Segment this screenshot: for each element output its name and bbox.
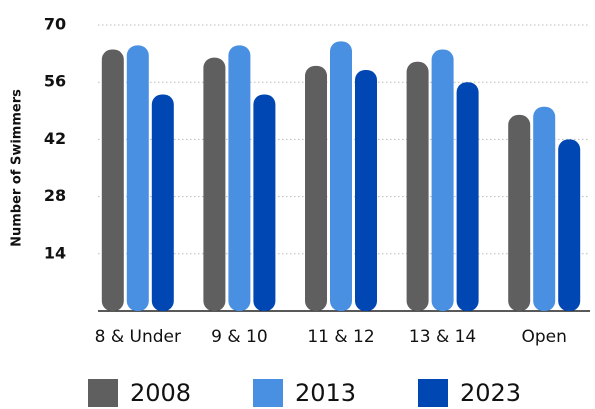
legend-label: 2013 [295, 379, 356, 407]
x-tick-label: Open [521, 327, 566, 347]
bar [101, 49, 124, 312]
bar [330, 41, 352, 311]
y-tick-label: 42 [44, 129, 66, 148]
bar [431, 49, 454, 312]
legend-label: 2023 [460, 379, 521, 407]
y-tick-label: 14 [44, 243, 66, 262]
bar [533, 106, 556, 311]
x-tick-label: 8 & Under [95, 327, 181, 347]
bar [253, 94, 276, 311]
x-tick-label: 13 & 14 [409, 327, 476, 347]
x-tick-label: 9 & 10 [211, 327, 268, 347]
y-tick-label: 28 [44, 186, 66, 205]
bar [355, 69, 377, 311]
bar [558, 139, 581, 311]
bar [126, 45, 149, 312]
bar [203, 57, 226, 311]
legend-label: 2008 [130, 379, 191, 407]
bar [305, 65, 327, 311]
bar [508, 114, 531, 311]
y-tick-label: 70 [44, 15, 66, 34]
x-tick-label: 11 & 12 [307, 327, 374, 347]
bar [151, 94, 174, 311]
bar [406, 61, 429, 312]
bar [228, 45, 251, 312]
y-axis-label: Number of Swimmers [10, 89, 25, 247]
bar [456, 82, 479, 311]
y-tick-label: 56 [44, 72, 66, 91]
legend-swatch [253, 379, 283, 407]
legend-swatch [88, 379, 118, 407]
legend-swatch [418, 379, 448, 407]
